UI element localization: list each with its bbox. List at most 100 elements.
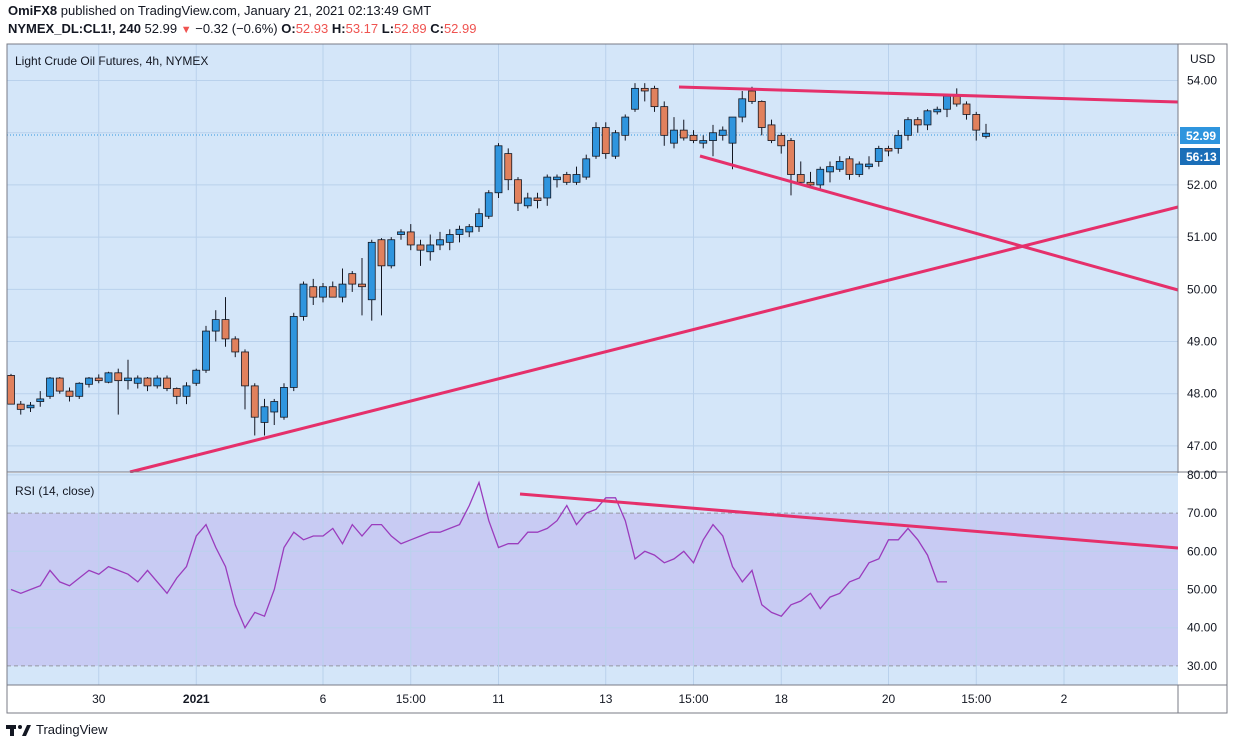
candle-body <box>367 241 376 301</box>
tradingview-logo[interactable]: TradingView <box>6 722 108 737</box>
price-tick-label: 52.00 <box>1187 178 1217 192</box>
rsi-gridlines <box>7 474 1178 667</box>
candle <box>26 402 35 412</box>
candle <box>7 373 15 405</box>
candle <box>787 137 795 196</box>
price-tick-label: 48.00 <box>1187 387 1217 401</box>
candle <box>718 126 727 141</box>
candle-body <box>16 403 25 410</box>
publish-date: published on TradingView.com, January 21… <box>57 3 432 18</box>
candle <box>679 119 688 141</box>
candle-body <box>124 377 132 382</box>
candle-body <box>465 226 474 233</box>
price-pane-title: Light Crude Oil Futures, 4h, NYMEX <box>15 54 208 68</box>
time-tick-label: 2 <box>1061 692 1068 706</box>
candle <box>241 349 249 410</box>
candle <box>913 117 922 133</box>
rsi-descending-trendline[interactable] <box>519 492 1179 550</box>
symbol-label: NYMEX_DL:CL1!, 240 <box>8 21 141 36</box>
candle-body <box>153 377 162 387</box>
countdown-badge-text: 56:13 <box>1186 150 1217 164</box>
price-trendlines[interactable] <box>129 85 1179 474</box>
upper-resistance-trendline[interactable] <box>678 85 1179 104</box>
candle-body <box>572 174 581 183</box>
candle <box>426 234 435 261</box>
candle <box>250 383 259 436</box>
candle-body <box>631 87 639 110</box>
candle <box>894 130 903 154</box>
candle-body <box>75 382 84 397</box>
candle <box>75 382 84 399</box>
candle <box>777 132 786 154</box>
rising-support-trendline[interactable] <box>129 205 1179 474</box>
candlestick-series <box>7 83 990 436</box>
candle-body <box>982 132 990 137</box>
candle <box>94 374 103 384</box>
candle-body <box>748 90 756 102</box>
candle-body <box>855 163 864 175</box>
rsi-tick-label: 50.00 <box>1187 583 1217 597</box>
candle <box>631 83 639 112</box>
candle <box>289 312 298 392</box>
candle <box>114 368 123 415</box>
candle <box>85 377 93 388</box>
candle-body <box>387 239 396 267</box>
candle <box>104 371 113 384</box>
candle <box>221 297 230 347</box>
candle-body <box>874 147 883 162</box>
candle <box>484 190 493 219</box>
candle <box>55 377 64 394</box>
candle-body <box>163 377 171 389</box>
candle <box>865 156 873 170</box>
time-tick-label: 11 <box>492 692 505 706</box>
candle <box>650 85 659 112</box>
candle <box>231 336 240 358</box>
rsi-line <box>10 480 947 630</box>
rsi-tick-label: 40.00 <box>1187 621 1217 635</box>
candle <box>874 145 883 167</box>
candle <box>445 229 454 251</box>
candle-body <box>455 228 464 235</box>
candle-body <box>787 140 795 175</box>
candle <box>884 145 893 157</box>
candle <box>553 174 561 188</box>
chart-frame <box>6 43 1228 714</box>
candle-body <box>250 385 259 418</box>
currency-label: USD <box>1190 52 1216 66</box>
candle-body <box>826 166 834 173</box>
candle-body <box>972 114 981 131</box>
candle-body <box>767 124 776 141</box>
high-label: H: <box>331 21 346 36</box>
candle-body <box>94 377 103 382</box>
price-pane-background[interactable] <box>7 44 1178 472</box>
candle-body <box>650 87 659 108</box>
candle <box>328 281 337 298</box>
candle <box>172 387 181 405</box>
candle-body <box>338 283 347 298</box>
time-tick-label: 13 <box>599 692 613 706</box>
price-tick-label: 49.00 <box>1187 335 1217 349</box>
candle <box>543 174 552 206</box>
time-tick-label: 6 <box>320 692 327 706</box>
candle <box>319 283 327 303</box>
candle-body <box>133 377 142 384</box>
candle <box>387 237 396 269</box>
candle-body <box>231 338 240 353</box>
candle <box>845 156 854 180</box>
candle-body <box>689 134 698 141</box>
close-label: C: <box>430 21 444 36</box>
candle-body <box>406 231 415 246</box>
candle-body <box>806 181 815 186</box>
candle-body <box>601 127 610 155</box>
lower-support-trendline[interactable] <box>699 154 1179 292</box>
low-label: L: <box>381 21 395 36</box>
candle <box>670 117 678 149</box>
candle <box>192 368 201 386</box>
candle-body <box>85 377 93 385</box>
rsi-pane-title: RSI (14, close) <box>15 484 94 498</box>
publisher-name[interactable]: OmiFX8 <box>8 3 58 18</box>
candle-body <box>416 244 425 251</box>
candle <box>582 154 591 180</box>
candle-body <box>504 153 513 181</box>
